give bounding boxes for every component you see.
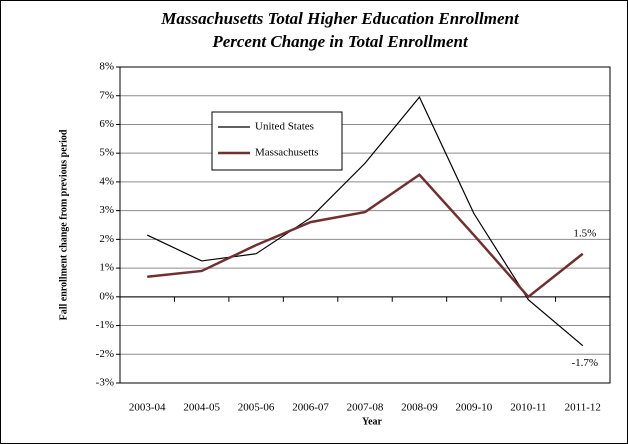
x-tick-label: 2011-12 xyxy=(565,402,601,414)
legend-label: Massachusetts xyxy=(255,147,319,159)
y-tick-label: 7% xyxy=(99,89,114,101)
y-tick-label: 6% xyxy=(99,118,114,130)
legend-label: United States xyxy=(255,121,314,133)
x-axis-title: Year xyxy=(362,416,383,427)
y-tick-label: 2% xyxy=(99,233,114,245)
y-tick-label: 4% xyxy=(99,175,114,187)
y-tick-label: -3% xyxy=(96,377,114,389)
x-tick-label: 2007-08 xyxy=(347,402,384,414)
data-label: -1.7% xyxy=(571,357,598,369)
y-tick-label: 0% xyxy=(99,290,114,302)
series-line xyxy=(147,173,584,299)
plot-border xyxy=(119,66,611,384)
x-tick-label: 2004-05 xyxy=(183,402,220,414)
y-tick-label: 5% xyxy=(99,147,114,159)
y-tick-label: 8% xyxy=(99,61,114,73)
x-tick-label: 2006-07 xyxy=(292,402,329,414)
data-label: 1.5% xyxy=(573,227,596,239)
y-tick-label: 3% xyxy=(99,204,114,216)
x-tick-label: 2010-11 xyxy=(510,402,546,414)
series-line xyxy=(146,96,584,347)
chart-title: Massachusetts Total Higher Education Enr… xyxy=(160,9,520,28)
x-tick-label: 2008-09 xyxy=(401,402,438,414)
y-axis-title: Fall enrollment change from previous per… xyxy=(58,129,69,320)
y-tick-label: 1% xyxy=(99,262,114,274)
chart-subtitle: Percent Change in Total Enrollment xyxy=(211,32,469,51)
y-tick-label: -2% xyxy=(96,348,114,360)
legend-box xyxy=(211,111,343,171)
x-tick-label: 2003-04 xyxy=(129,402,166,414)
y-tick-label: -1% xyxy=(96,319,114,331)
x-tick-label: 2009-10 xyxy=(456,402,493,414)
x-tick-label: 2005-06 xyxy=(238,402,275,414)
